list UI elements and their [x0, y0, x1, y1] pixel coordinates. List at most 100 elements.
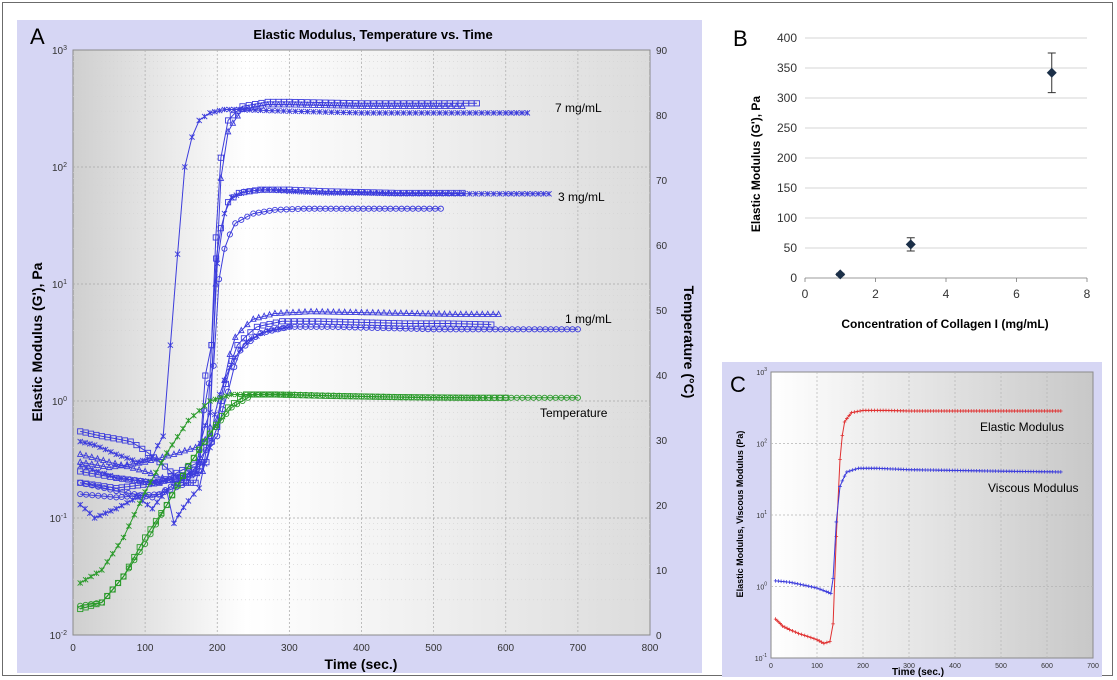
panel-a-data-point [185, 417, 192, 424]
panel-a-data-point [77, 438, 84, 445]
panel-a-data-point [97, 444, 103, 451]
panel-a-data-point [113, 487, 120, 495]
panel-a-data-point [77, 468, 84, 475]
panel-a-data-point [170, 450, 178, 457]
panel-a-data-point [352, 109, 359, 116]
panel-a-data-point [388, 109, 395, 116]
panel-a-series-line [80, 320, 492, 484]
panel-a-data-point [406, 102, 413, 109]
panel-a-data-point [104, 434, 111, 441]
panel-a-data-point [352, 188, 359, 196]
panel-a-data-point [180, 504, 187, 511]
panel-a-data-point [107, 473, 114, 480]
panel-a-data-point [352, 308, 360, 316]
panel-a-x-tick: 300 [281, 643, 298, 654]
panel-a-data-point [134, 494, 141, 501]
panel-a-data-point [234, 111, 242, 119]
panel-a-data-point [364, 109, 371, 116]
panel-a-y2-tick: 10 [656, 566, 668, 577]
panel-a-y-tick: 101 [52, 279, 67, 291]
panel-a-data-point [147, 531, 154, 538]
panel-a-data-point [161, 463, 169, 470]
panel-a-data-point [334, 109, 341, 116]
panel-a-data-point [189, 134, 195, 141]
panel-a-data-point [196, 446, 203, 453]
panel-a-data-point [76, 450, 84, 457]
panel-a-data-point [223, 393, 230, 400]
panel-a-data-point [459, 102, 466, 109]
panel-a-data-point [141, 458, 149, 465]
panel-a-data-point [156, 479, 163, 486]
panel-a-data-point [224, 127, 232, 135]
panel-a-data-point [206, 430, 214, 437]
panel-a-data-point [230, 194, 237, 201]
panel-a-data-point [172, 475, 179, 482]
panel-a-data-point [346, 109, 353, 116]
panel-a-data-point [237, 326, 245, 334]
panel-a-data-point [232, 354, 239, 361]
panel-a-data-point [179, 472, 187, 479]
panel-a-data-point [473, 100, 480, 107]
panel-a-data-point [277, 309, 285, 316]
panel-a-series-line [80, 394, 578, 607]
panel-c-data-point [845, 470, 849, 474]
panel-c-data-point [796, 631, 801, 636]
panel-a-data-point [289, 308, 297, 316]
panel-a-data-point [212, 396, 219, 403]
panel-a-data-point [441, 102, 449, 109]
panel-a-data-point [376, 102, 383, 109]
panel-c-data-point [812, 636, 816, 641]
panel-a-data-point [418, 109, 425, 116]
panel-a-data-point [158, 511, 165, 518]
panel-b-x-tick: 0 [802, 287, 809, 301]
panel-a-data-point [93, 570, 100, 577]
panel-a-data-point [286, 323, 293, 330]
panel-a-data-point [391, 309, 399, 316]
panel-a-data-point [513, 109, 520, 116]
panel-a-y2-tick: 30 [656, 436, 668, 447]
panel-c-data-point [815, 586, 819, 590]
panel-a-y2-tick: 50 [656, 306, 668, 317]
panel-c-y-tick: 101 [756, 510, 767, 520]
panel-a-data-point [185, 479, 192, 486]
panel-a-y2-tick: 70 [656, 176, 668, 187]
panel-a-data-point [171, 520, 177, 527]
panel-a-data-point [472, 190, 479, 197]
panel-a-data-point [340, 109, 347, 116]
panel-c-data-point [793, 630, 798, 634]
panel-a-data-point [280, 391, 287, 398]
panel-b-data-point [835, 269, 846, 280]
panel-c-data-point [831, 622, 835, 626]
panel-c-data-point [842, 474, 847, 478]
panel-a-data-point [260, 322, 267, 329]
panel-a-data-point [77, 501, 84, 508]
panel-a-data-point [83, 464, 90, 471]
panel-c-data-point [799, 632, 804, 637]
panel-a-data-point [82, 439, 88, 446]
panel-a-data-point [83, 481, 90, 488]
panel-c-data-point [787, 580, 792, 584]
panel-c-data-point [847, 413, 851, 418]
panel-a-data-point [400, 109, 407, 116]
panel-a-y2-tick: 80 [656, 111, 668, 122]
panel-a-data-point [430, 189, 437, 197]
panel-a-data-point [231, 333, 239, 340]
panel-a-data-point [205, 380, 212, 387]
panel-c-data-point [845, 416, 849, 421]
panel-c-x-tick: 200 [857, 663, 869, 670]
panel-a-data-point [294, 205, 302, 212]
panel-a-data-point [211, 108, 218, 115]
panel-a-data-point [473, 310, 481, 317]
panel-a-data-point [124, 455, 131, 462]
panel-a-data-point [159, 493, 165, 500]
panel-c-y-label: Elastic Modulus, Viscous Modulus (Pa) [735, 431, 745, 598]
panel-b-y-tick: 100 [777, 211, 797, 225]
panel-a-data-point [400, 189, 407, 197]
panel-a-data-point [346, 188, 353, 195]
panel-a-data-point [375, 308, 382, 316]
panel-b-ticks: 0 50 100 150 200 250 300 350 400 0 2 4 6 8 [777, 31, 1091, 301]
panel-a-data-point [262, 391, 269, 398]
panel-a-data-point [271, 206, 279, 213]
panel-a-data-point [82, 576, 89, 583]
panel-a-data-point [341, 308, 348, 315]
